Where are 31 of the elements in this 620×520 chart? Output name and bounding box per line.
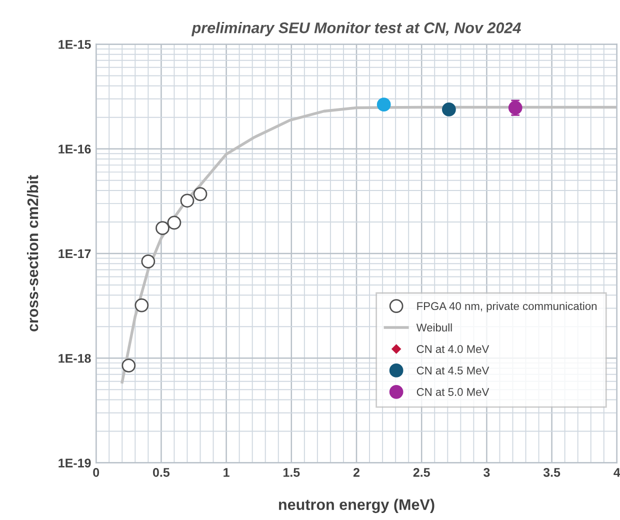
legend-label: Weibull: [416, 323, 452, 332]
y-axis-title: cross-section cm2/bit: [26, 175, 38, 332]
legend-label: CN at 4.0 MeV: [416, 345, 490, 353]
legend-label: FPGA 40 nm, private communication: [417, 302, 597, 312]
x-tick-label: 4: [614, 468, 620, 477]
point: [122, 358, 136, 372]
chart-title: preliminary SEU Monitor test at CN, Nov 2024: [191, 22, 521, 36]
point: [167, 216, 182, 230]
legend-label: CN at 4.5 MeV: [416, 366, 490, 374]
x-tick-label: 3: [484, 468, 490, 477]
legend-label: CN at 5.0 MeV: [416, 388, 490, 396]
y-tick-label: 1E-15: [58, 40, 91, 49]
y-tick-label: 1E-17: [58, 249, 91, 258]
y-tick-label: 1E-18: [58, 354, 91, 363]
x-tick-label: 2.5: [413, 468, 430, 477]
x-tick-label: 1: [224, 468, 230, 477]
point: [376, 98, 391, 112]
x-tick-label: 3.5: [543, 468, 560, 477]
y-tick-label: 1E-19: [58, 458, 91, 468]
point: [134, 298, 149, 312]
x-tick-label: 1.5: [284, 468, 300, 477]
point: [156, 221, 170, 236]
y-tick-label: 1E-16: [58, 144, 91, 154]
point: [442, 102, 456, 116]
point: [193, 187, 208, 201]
x-tick-label: 0: [93, 468, 100, 477]
point: [141, 254, 156, 268]
x-axis-title: neutron energy (MeV): [278, 498, 434, 514]
point: [180, 194, 194, 208]
x-tick-label: 0.5: [153, 468, 170, 477]
x-tick-label: 2: [353, 468, 360, 477]
